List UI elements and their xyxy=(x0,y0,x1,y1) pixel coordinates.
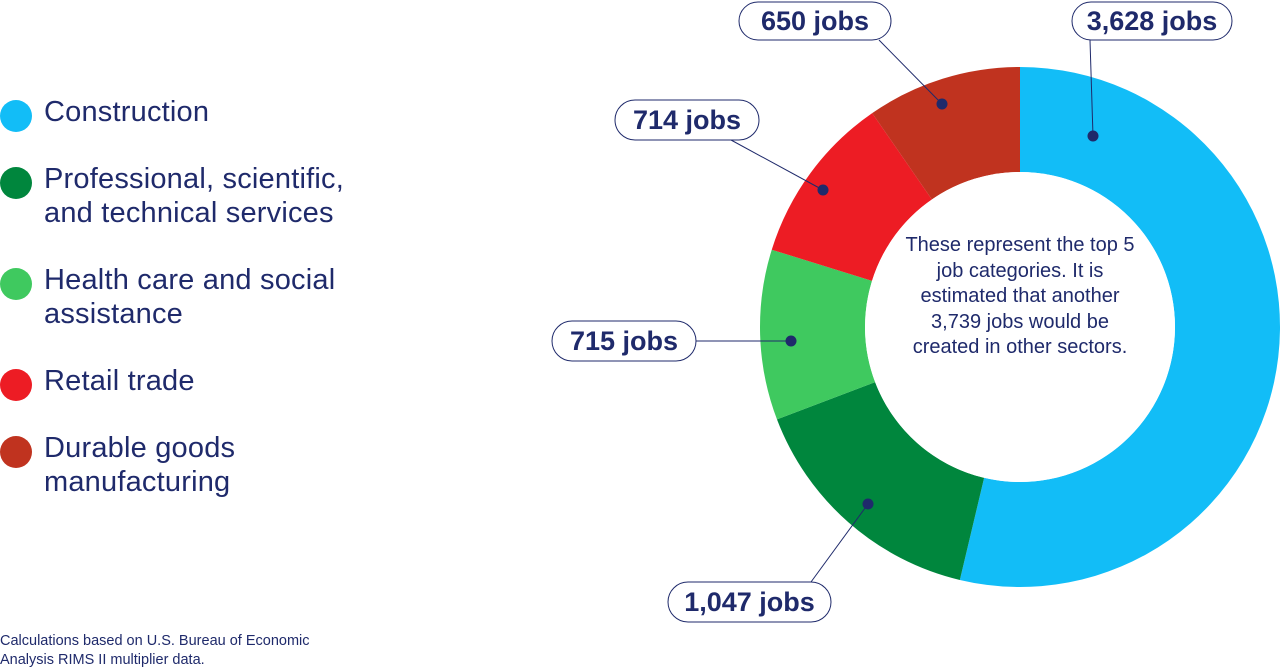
data-label-construction: 3,628 jobs xyxy=(1087,6,1218,36)
donut-slice-durable-goods xyxy=(872,67,1020,200)
source-footnote: Calculations based on U.S. Bureau of Eco… xyxy=(0,633,310,668)
donut-hole xyxy=(865,172,1175,482)
leader-dot-construction xyxy=(1087,130,1099,142)
legend-item-retail-trade: Retail trade xyxy=(0,364,195,401)
legend-swatch-professional-services xyxy=(0,167,32,199)
leader-line-construction xyxy=(1089,39,1094,137)
legend-swatch-retail-trade xyxy=(0,369,32,401)
data-label-durable-goods: 650 jobs xyxy=(761,6,869,36)
legend-swatch-construction xyxy=(0,100,32,132)
legend-label: Construction xyxy=(44,96,210,128)
data-label-professional-services: 1,047 jobs xyxy=(684,587,815,617)
leader-dot-professional-services xyxy=(862,498,874,510)
leader-line-durable-goods xyxy=(878,39,943,105)
leader-dot-durable-goods xyxy=(936,98,948,110)
data-label-pill-retail-trade xyxy=(614,99,760,141)
legend-item-durable-goods: Durable goods manufacturing xyxy=(0,431,235,499)
center-note: These represent the top 5 job categories… xyxy=(905,234,1135,358)
legend-item-construction: Construction xyxy=(0,95,209,132)
data-label-health-care: 715 jobs xyxy=(570,326,678,356)
legend-label: Retail trade xyxy=(44,365,195,397)
legend-label: Professional, scientific, and technical … xyxy=(44,163,344,229)
data-label-pill-durable-goods xyxy=(738,1,892,41)
legend-item-professional-services: Professional, scientific, and technical … xyxy=(0,162,344,230)
leader-line-retail-trade xyxy=(730,139,824,191)
data-label-pill-professional-services xyxy=(667,581,832,623)
data-label-pill-construction xyxy=(1071,1,1233,41)
legend-label: Health care and social assistance xyxy=(44,264,336,330)
donut-slice-professional-services xyxy=(776,382,985,580)
donut-slice-construction xyxy=(959,67,1280,587)
legend-swatch-health-care xyxy=(0,268,32,300)
legend-label: Durable goods manufacturing xyxy=(44,432,236,498)
data-label-pill-health-care xyxy=(551,320,697,362)
leader-line-professional-services xyxy=(810,503,869,583)
donut-slice-retail-trade xyxy=(771,113,932,281)
legend-item-health-care: Health care and social assistance xyxy=(0,263,335,331)
legend-swatch-durable-goods xyxy=(0,436,32,468)
donut-slice-health-care xyxy=(760,249,876,420)
data-label-retail-trade: 714 jobs xyxy=(633,105,741,135)
leader-dot-health-care xyxy=(785,335,797,347)
leader-dot-retail-trade xyxy=(817,184,829,196)
